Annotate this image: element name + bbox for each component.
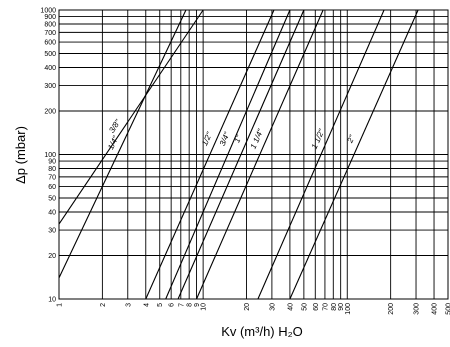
y-tick-label: 50 — [48, 195, 56, 202]
y-tick-label: 20 — [48, 253, 56, 260]
x-tick-label: 300 — [414, 303, 421, 315]
y-tick-label: 60 — [48, 184, 56, 191]
y-tick-label: 90 — [48, 159, 56, 166]
y-tick-label: 30 — [48, 228, 56, 235]
x-tick-label: 80 — [331, 303, 338, 311]
x-tick-label: 40 — [287, 303, 294, 311]
x-tick-label: 6 — [169, 303, 176, 307]
x-tick-label: 20 — [244, 303, 251, 311]
y-tick-label: 600 — [44, 40, 56, 47]
x-tick-label: 2 — [100, 303, 107, 307]
x-tick-label: 1 — [57, 303, 64, 307]
y-tick-label: 1000 — [40, 8, 56, 15]
y-tick-label: 70 — [48, 174, 56, 181]
x-tick-label: 500 — [446, 303, 450, 315]
y-tick-label: 40 — [48, 210, 56, 217]
x-tick-label: 60 — [313, 303, 320, 311]
y-tick-label: 10 — [48, 297, 56, 304]
y-axis-title: Δp (mbar) — [13, 126, 28, 184]
y-tick-label: 500 — [44, 51, 56, 58]
y-tick-label: 900 — [44, 14, 56, 21]
y-tick-label: 400 — [44, 65, 56, 72]
x-tick-label: 7 — [178, 303, 185, 307]
x-tick-label: 200 — [388, 303, 395, 315]
x-tick-label: 400 — [432, 303, 439, 315]
x-tick-label: 50 — [301, 303, 308, 311]
x-tick-label: 8 — [187, 303, 194, 307]
y-tick-label: 100 — [44, 152, 56, 159]
x-tick-label: 70 — [322, 303, 329, 311]
x-tick-label: 10 — [201, 303, 208, 311]
y-tick-label: 300 — [44, 83, 56, 90]
y-tick-label: 200 — [44, 109, 56, 116]
y-tick-label: 80 — [48, 166, 56, 173]
x-tick-label: 100 — [345, 303, 352, 315]
x-tick-label: 3 — [125, 303, 132, 307]
x-axis-title: Kv (m³/h) H₂O — [221, 324, 303, 339]
y-tick-label: 700 — [44, 30, 56, 37]
x-tick-label: 30 — [269, 303, 276, 311]
x-tick-label: 5 — [157, 303, 164, 307]
x-tick-label: 4 — [143, 303, 150, 307]
y-tick-label: 800 — [44, 22, 56, 29]
